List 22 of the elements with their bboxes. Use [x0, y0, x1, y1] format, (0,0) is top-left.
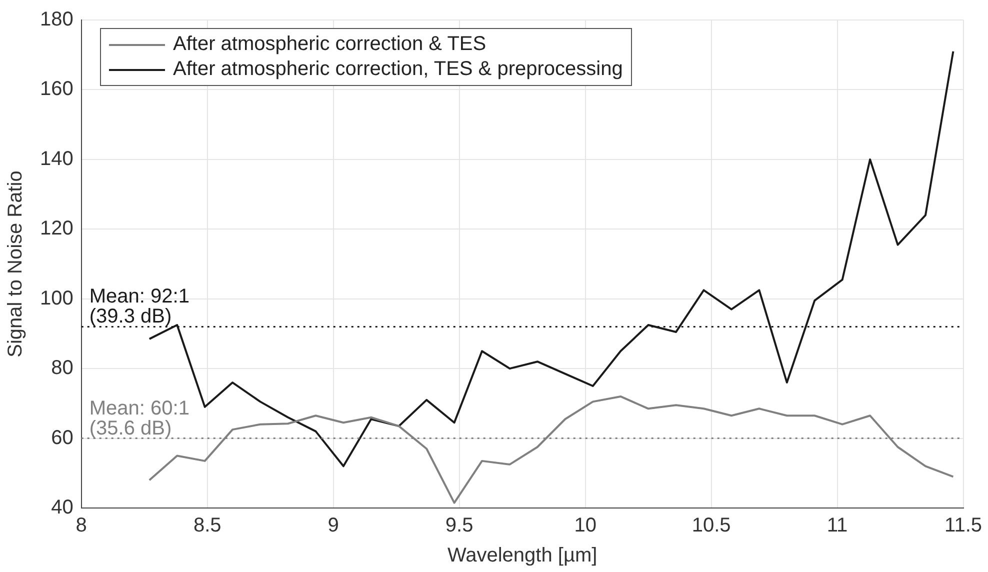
- x-tick-label: 8: [76, 514, 87, 537]
- legend-label: After atmospheric correction, TES & preprocessing: [173, 57, 623, 82]
- x-tick-label: 10.5: [692, 514, 731, 537]
- y-tick-label: 120: [40, 218, 74, 240]
- x-tick-label: 10: [574, 514, 596, 537]
- y-tick-label: 160: [40, 78, 74, 100]
- y-tick-label: 140: [40, 148, 74, 170]
- x-tick-label: 11.5: [944, 514, 982, 537]
- x-axis-title: Wavelength [µm]: [447, 544, 598, 567]
- y-tick-label: 100: [40, 287, 74, 310]
- x-tick-label: 9: [328, 514, 339, 537]
- ref-line-label: Mean: 60:1 (35.6 dB): [89, 397, 190, 440]
- y-tick-label: 40: [51, 496, 74, 519]
- y-tick-label: 80: [51, 357, 74, 380]
- legend-label: After atmospheric correction & TES: [173, 32, 486, 57]
- x-tick-label: 9.5: [445, 514, 474, 537]
- x-tick-label: 8.5: [193, 514, 222, 537]
- ref-line-label: Mean: 92:1 (39.3 dB): [89, 286, 190, 328]
- y-tick-label: 180: [40, 8, 74, 31]
- x-tick-label: 11: [826, 514, 848, 537]
- y-axis-title: Signal to Noise Ratio: [4, 170, 27, 358]
- y-tick-label: 60: [51, 426, 74, 449]
